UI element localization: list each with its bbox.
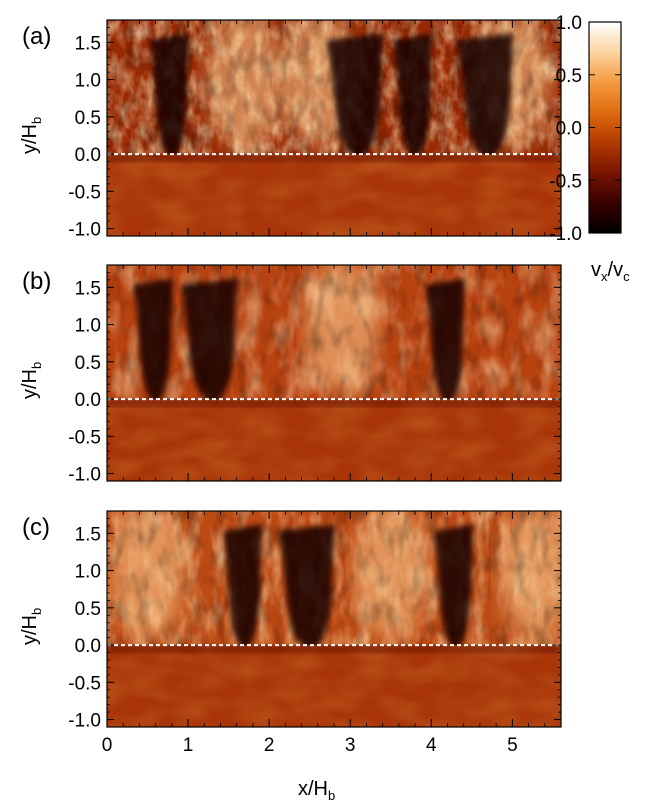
y-tick-label: 1.0 (75, 562, 101, 583)
y-tick-label: 0.0 (75, 145, 101, 166)
x-tick-label: 0 (102, 735, 113, 756)
panel-b: 1.5 1.0 0.5 0.0 -0.5 -1.0 (b) y/Hb (19, 264, 562, 486)
lower-texture (107, 399, 561, 481)
colorbar-tick-label: 0.5 (556, 66, 582, 87)
colorbar-label: vx/vc (591, 259, 630, 284)
interface-shade (107, 645, 561, 654)
dark-plume (133, 278, 174, 406)
y-tick-label: -1.0 (68, 220, 101, 241)
y-tick-label: 0.0 (75, 390, 101, 411)
colorbar: 1.0 0.5 0.0 -0.5 -1.0 vx/vc (549, 13, 630, 284)
y-tick-label: 0.0 (75, 636, 101, 657)
dark-plume (277, 524, 336, 652)
x-tick-label: 1 (183, 735, 194, 756)
heatmap-field (107, 20, 561, 236)
y-tick-label: 1.5 (75, 33, 101, 54)
y-tick-label: 1.0 (75, 316, 101, 337)
x-tick-label: 5 (507, 735, 518, 756)
dark-plume (433, 524, 474, 652)
dark-plume (222, 524, 263, 652)
y-tick-label: 1.5 (75, 524, 101, 545)
interface-shade (107, 154, 561, 163)
panel-label: (a) (22, 23, 51, 50)
interface-shade (107, 399, 561, 408)
y-tick-label: -1.0 (68, 711, 101, 732)
dark-plume (326, 33, 384, 161)
panel-a: 1.5 1.0 0.5 0.0 -0.5 -1.0 (a) y/Hb (19, 19, 562, 241)
y-axis-label: y/Hb (19, 608, 44, 645)
y-tick-label: 1.0 (75, 71, 101, 92)
y-tick-label: 0.5 (75, 353, 101, 374)
y-tick-label: 0.5 (75, 108, 101, 129)
y-tick-label: -0.5 (68, 182, 101, 203)
y-tick-label: 0.5 (75, 599, 101, 620)
y-axis-label: y/Hb (19, 362, 44, 399)
y-tick-label: -0.5 (68, 673, 101, 694)
y-axis-label: y/Hb (19, 117, 44, 154)
heatmap-field (107, 265, 561, 481)
colorbar-tick-label: 1.0 (556, 13, 582, 34)
dark-plume (149, 33, 190, 161)
dark-plume (180, 278, 238, 406)
dark-plume (393, 33, 433, 161)
x-tick-label: 3 (345, 735, 356, 756)
heatmap-field (107, 511, 561, 727)
y-tick-label: -0.5 (68, 427, 101, 448)
lower-texture (107, 154, 561, 236)
colorbar-tick-label: -1.0 (549, 224, 582, 245)
x-tick-label: 4 (426, 735, 437, 756)
panel-c: 1.5 1.0 0.5 0.0 -0.5 -1.00 1 2 3 4 5 (c) y/Hb (19, 510, 562, 756)
colorbar-tick-label: -0.5 (549, 171, 582, 192)
panel-label: (b) (22, 268, 51, 295)
y-tick-label: -1.0 (68, 465, 101, 486)
dark-plume (456, 33, 514, 161)
dark-texture (107, 265, 561, 400)
y-tick-label: 1.5 (75, 278, 101, 299)
panel-label: (c) (22, 514, 50, 541)
x-tick-label: 2 (264, 735, 275, 756)
dark-plume (425, 278, 466, 406)
lower-texture (107, 645, 561, 727)
x-axis-label: x/Hb (298, 778, 335, 803)
colorbar-tick-label: 0.0 (556, 119, 582, 140)
